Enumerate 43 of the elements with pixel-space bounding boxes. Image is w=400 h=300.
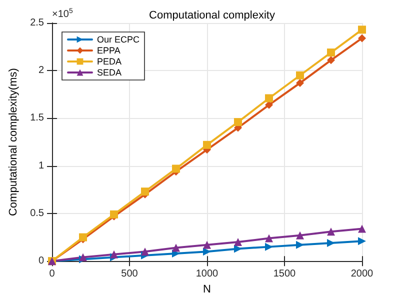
y-tick-label: 2 bbox=[38, 65, 44, 76]
point bbox=[327, 239, 335, 248]
y-tick-label: 1.5 bbox=[30, 112, 44, 124]
point bbox=[296, 231, 304, 240]
x-axis-title: N bbox=[203, 284, 212, 296]
point bbox=[110, 250, 118, 258]
point bbox=[327, 228, 335, 236]
x-tick-label: 1000 bbox=[196, 268, 219, 280]
point bbox=[265, 94, 273, 102]
point bbox=[327, 56, 335, 64]
legend-label: PEDA bbox=[97, 56, 122, 66]
point bbox=[141, 248, 149, 256]
point bbox=[265, 234, 273, 242]
y-tick-label: 1 bbox=[38, 160, 44, 172]
point bbox=[327, 48, 335, 57]
point bbox=[358, 237, 366, 246]
point bbox=[172, 244, 180, 252]
point bbox=[358, 34, 366, 42]
point bbox=[296, 79, 304, 87]
point bbox=[234, 238, 242, 246]
y-axis-title: Computational complexity(ms) bbox=[8, 68, 20, 216]
point bbox=[358, 224, 366, 233]
y-tick-label: 0.5 bbox=[30, 208, 44, 219]
point bbox=[203, 240, 211, 249]
point bbox=[358, 26, 366, 34]
legend-label: SEDA bbox=[97, 68, 122, 78]
y-tick-label: 2.5 bbox=[30, 18, 44, 28]
point bbox=[234, 118, 242, 126]
y-tick-label: 0 bbox=[38, 256, 44, 267]
x-tick-label: 0 bbox=[49, 268, 56, 280]
point bbox=[203, 248, 211, 256]
x-tick-label: 1500 bbox=[273, 268, 296, 280]
point bbox=[172, 164, 180, 173]
x-tick-label: 500 bbox=[121, 268, 138, 280]
x-tick-label: 2000 bbox=[350, 268, 374, 280]
legend-label: EPPA bbox=[97, 46, 120, 56]
point bbox=[265, 242, 273, 251]
point bbox=[296, 240, 304, 249]
legend-label: Our ECPC bbox=[97, 34, 140, 44]
point bbox=[203, 140, 211, 149]
point bbox=[141, 188, 149, 196]
chart-title: Computational complexity bbox=[149, 10, 276, 22]
point bbox=[296, 71, 304, 80]
